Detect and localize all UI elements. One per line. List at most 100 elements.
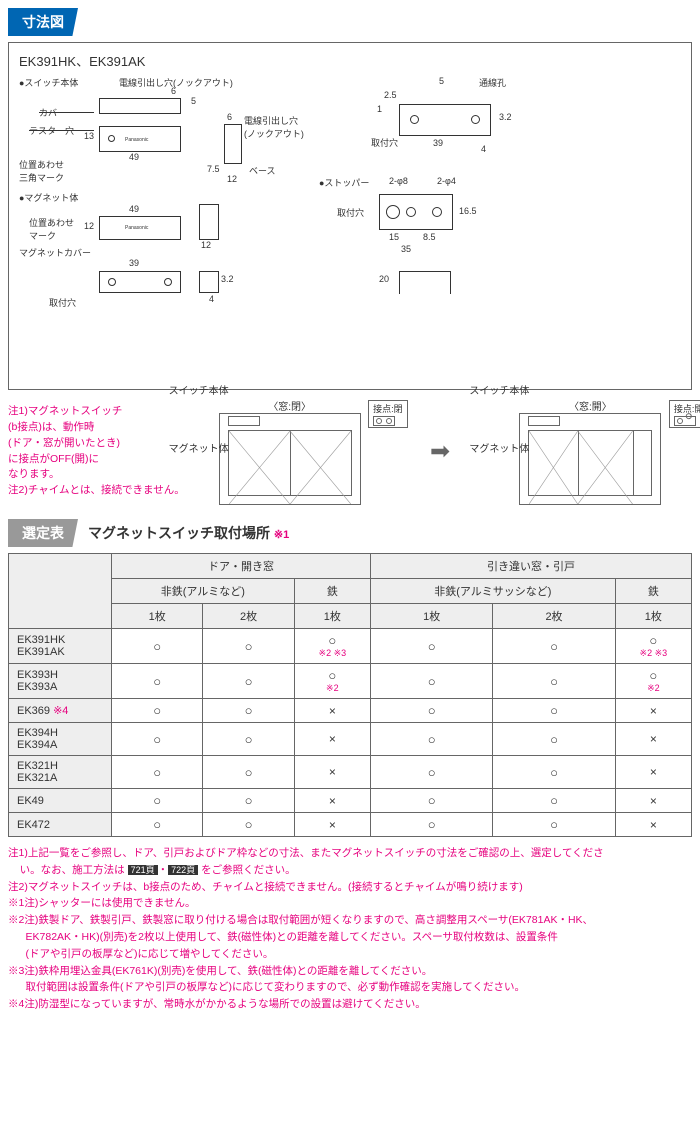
page-ref-722: 722頁 [168,865,198,875]
dim-5: 5 [191,96,196,106]
value-cell: × [294,789,370,813]
dim-12a: 12 [227,174,237,184]
switch-open-rect [528,416,560,426]
value-cell: ○ [370,723,492,756]
value-cell: ○ [370,664,492,699]
value-cell: × [615,789,691,813]
magnet-label-closed: マグネット体 [169,440,229,455]
dim-15: 15 [389,232,399,242]
magnet-side [199,204,219,240]
value-cell: ○ [112,723,203,756]
table-row: EK369 ※4○○×○○× [9,699,692,723]
dim-49b: 49 [129,204,139,214]
magnet-body-label: ●マグネット体 [19,191,78,204]
selection-title: マグネットスイッチ取付場所 ※1 [88,523,289,543]
selection-header: 選定表 マグネットスイッチ取付場所 ※1 [8,519,692,547]
col-1b: 1枚 [294,604,370,629]
value-cell: ○ [493,813,615,837]
switch-body-label: ●スイッチ本体 [19,76,78,89]
window-closed: 接点:閉 [219,413,361,505]
position-mark-label: 位置あわせ 三角マーク [19,158,64,184]
col-nf2: 非鉄(アルミサッシなど) [370,579,615,604]
dimension-tab: 寸法図 [8,8,78,36]
window-section: 注1)マグネットスイッチ (b接点)は、動作時 (ドア・窓が開いたとき) に接点… [8,398,692,505]
value-cell: ○ [203,789,294,813]
model-numbers: EK391HK、EK391AK [19,51,681,70]
value-cell: ○ [203,629,294,664]
switch-front-view: Panasonic [99,126,181,152]
selection-tab: 選定表 [8,519,78,547]
value-cell: ○※2 [615,664,691,699]
table-row: EK393HEK393A○○○※2○○○※2 [9,664,692,699]
window-notes: 注1)マグネットスイッチ (b接点)は、動作時 (ドア・窓が開いたとき) に接点… [8,404,188,499]
switch-closed-rect [228,416,260,426]
window-open: 接点:開 [519,413,661,505]
value-cell: ○ [493,699,615,723]
selection-table: ドア・開き窓 引き違い窓・引戸 非鉄(アルミなど) 鉄 非鉄(アルミサッシなど)… [8,553,692,837]
magnet-bottom [99,271,181,293]
value-cell: ○ [370,699,492,723]
value-cell: ○ [493,723,615,756]
window-diagrams: スイッチ本体 〈窓:閉〉 接点:閉 [188,398,692,505]
mount-hole-label2: 取付穴 [337,206,364,219]
value-cell: ○ [493,629,615,664]
value-cell: ○ [370,756,492,789]
value-cell: ○ [112,813,203,837]
footnotes: 注1)上記一覧をご参照し、ドア、引戸およびドア枠などの寸法、またマグネットスイッ… [8,845,692,1013]
value-cell: ○ [203,699,294,723]
dim-35: 35 [401,244,411,254]
value-cell: ○ [112,664,203,699]
dim-16-5: 16.5 [459,206,477,216]
contact-closed: 接点:閉 [368,400,408,428]
dim-4b: 4 [209,294,214,304]
col-nf1: 非鉄(アルミなど) [112,579,295,604]
dim-39b: 39 [433,138,443,148]
model-cell: EK321HEK321A [9,756,112,789]
note2-text: 注2)チャイムとは、接続できません。 [8,483,188,499]
value-cell: ○ [493,756,615,789]
wire-hole2-label: 電線引出し穴 (ノックアウト) [244,114,304,140]
magnet-label-open: マグネット体 [469,440,529,455]
value-cell: ○ [203,756,294,789]
value-cell: ○ [112,699,203,723]
stopper-side [399,271,451,294]
position-mark2-label: 位置あわせ マーク [29,216,74,242]
switch-label-open: スイッチ本体 [469,382,529,397]
value-cell: × [294,723,370,756]
col-iron2: 鉄 [615,579,691,604]
table-row: EK472○○×○○× [9,813,692,837]
model-cell: EK391HKEK391AK [9,629,112,664]
dim-13: 13 [84,131,94,141]
dim-39c: 39 [129,258,139,268]
dim-6b: 6 [227,112,232,122]
stopper-view [379,194,453,230]
dim-1: 1 [377,104,382,114]
footnote-2: 注2)マグネットスイッチは、b接点のため、チャイムと接続できません。(接続すると… [8,879,692,896]
value-cell: ○ [370,789,492,813]
arrow-icon: ➡ [430,437,450,466]
stopper-label: ●ストッパー [319,176,369,189]
value-cell: ○※2 [294,664,370,699]
dim-7-5: 7.5 [207,164,220,174]
switch-top-view [99,98,181,114]
contact-open: 接点:開 [669,400,700,428]
col-sliding: 引き違い窓・引戸 [370,554,691,579]
open-title: 〈窓:開〉 [519,398,661,413]
phi4-label: 2-φ4 [437,176,456,186]
table-row: EK391HKEK391AK○○○※2 ※3○○○※2 ※3 [9,629,692,664]
value-cell: ○ [493,789,615,813]
value-cell: ○ [493,664,615,699]
model-cell: EK393HEK393A [9,664,112,699]
through-hole-view [399,104,491,136]
value-cell: × [615,723,691,756]
footnote-1: 注1)上記一覧をご参照し、ドア、引戸およびドア枠などの寸法、またマグネットスイッ… [8,845,692,879]
value-cell: × [615,699,691,723]
value-cell: ○ [203,813,294,837]
model-cell: EK472 [9,813,112,837]
closed-title: 〈窓:閉〉 [219,398,361,413]
model-cell: EK369 ※4 [9,699,112,723]
value-cell: ○ [203,723,294,756]
dim-12c: 12 [201,240,211,250]
value-cell: × [615,756,691,789]
technical-drawing-area: ●スイッチ本体 電線引出し穴(ノックアウト) 6 5 カバー Panasonic… [19,76,681,366]
